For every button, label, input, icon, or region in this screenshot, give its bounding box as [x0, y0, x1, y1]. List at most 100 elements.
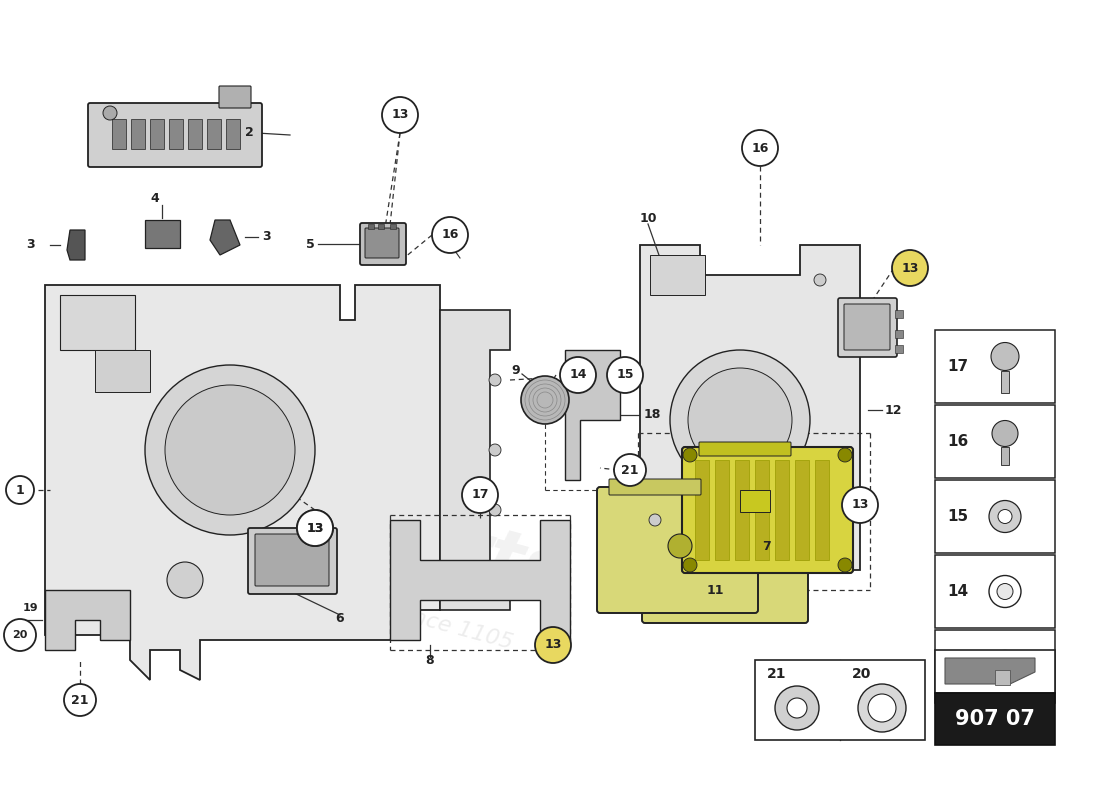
Text: 16: 16	[947, 434, 968, 449]
Polygon shape	[45, 590, 130, 650]
Text: a passion for parts since 1105: a passion for parts since 1105	[185, 547, 515, 653]
Text: 13: 13	[947, 659, 968, 674]
Text: 20: 20	[852, 667, 871, 681]
FancyBboxPatch shape	[844, 304, 890, 350]
Text: 13: 13	[392, 109, 409, 122]
Bar	[935, 405, 1055, 478]
Bar	[755, 460, 769, 560]
Text: 19: 19	[22, 603, 37, 613]
Bar	[169, 119, 183, 149]
Text: 3: 3	[262, 230, 271, 243]
Bar	[935, 330, 1055, 403]
FancyBboxPatch shape	[597, 487, 758, 613]
Circle shape	[4, 619, 36, 651]
Text: 18: 18	[644, 409, 661, 422]
Circle shape	[535, 627, 571, 663]
Polygon shape	[45, 285, 440, 680]
Text: 21: 21	[72, 694, 89, 706]
Text: 1: 1	[15, 483, 24, 497]
Text: 21: 21	[621, 463, 639, 477]
Text: 16: 16	[441, 229, 459, 242]
Circle shape	[742, 130, 778, 166]
Bar	[935, 650, 1055, 693]
Bar	[935, 555, 1055, 628]
Text: 2: 2	[245, 126, 254, 138]
Polygon shape	[996, 670, 1010, 685]
Circle shape	[649, 514, 661, 526]
FancyBboxPatch shape	[642, 487, 808, 623]
FancyBboxPatch shape	[365, 228, 399, 258]
Polygon shape	[67, 230, 85, 260]
Bar	[131, 119, 145, 149]
Circle shape	[997, 583, 1013, 599]
Text: 13: 13	[544, 638, 562, 651]
Bar	[207, 119, 221, 149]
FancyBboxPatch shape	[219, 86, 251, 108]
Bar	[145, 220, 180, 248]
FancyBboxPatch shape	[838, 298, 896, 357]
Bar	[895, 330, 903, 338]
Polygon shape	[640, 245, 860, 600]
Text: 13: 13	[851, 498, 869, 511]
FancyBboxPatch shape	[255, 534, 329, 586]
Circle shape	[607, 357, 644, 393]
Text: 15: 15	[616, 369, 634, 382]
Text: 7: 7	[762, 539, 771, 553]
Text: eurosparts: eurosparts	[128, 430, 572, 610]
Text: 13: 13	[306, 522, 323, 534]
Bar	[695, 460, 710, 560]
Text: 6: 6	[336, 611, 344, 625]
Text: 11: 11	[706, 583, 724, 597]
Polygon shape	[390, 520, 570, 640]
FancyBboxPatch shape	[698, 442, 791, 456]
Bar	[740, 490, 770, 512]
Bar	[755, 660, 925, 740]
Circle shape	[774, 514, 786, 526]
Bar	[112, 119, 126, 149]
Bar	[815, 460, 829, 560]
Bar	[95, 350, 150, 392]
Circle shape	[998, 510, 1012, 523]
Bar	[390, 224, 396, 229]
Text: 10: 10	[639, 211, 657, 225]
Text: 907 07: 907 07	[955, 710, 1035, 730]
Circle shape	[560, 357, 596, 393]
Text: 13: 13	[306, 522, 323, 534]
Circle shape	[103, 106, 117, 120]
Circle shape	[614, 454, 646, 486]
Circle shape	[382, 97, 418, 133]
Circle shape	[786, 698, 807, 718]
Text: 8: 8	[426, 654, 434, 666]
Circle shape	[683, 448, 697, 462]
Bar	[650, 255, 705, 295]
Bar	[935, 630, 1055, 703]
Circle shape	[992, 421, 1018, 446]
Text: 14: 14	[947, 584, 968, 599]
Circle shape	[145, 365, 315, 535]
Circle shape	[814, 274, 826, 286]
Text: 14: 14	[570, 369, 586, 382]
Polygon shape	[565, 350, 620, 480]
Text: 9: 9	[512, 363, 520, 377]
Circle shape	[167, 562, 204, 598]
Polygon shape	[440, 310, 510, 610]
Circle shape	[490, 444, 500, 456]
Bar	[226, 119, 240, 149]
Circle shape	[838, 558, 853, 572]
FancyBboxPatch shape	[609, 479, 701, 495]
Bar	[776, 460, 789, 560]
Circle shape	[838, 448, 853, 462]
Bar	[715, 460, 729, 560]
Circle shape	[297, 510, 333, 546]
Circle shape	[668, 534, 692, 558]
Polygon shape	[210, 220, 240, 255]
Bar	[935, 480, 1055, 553]
Circle shape	[462, 477, 498, 513]
FancyBboxPatch shape	[248, 528, 337, 594]
FancyBboxPatch shape	[360, 223, 406, 265]
Text: 21: 21	[767, 667, 786, 681]
Text: 17: 17	[471, 489, 488, 502]
Bar	[1001, 370, 1009, 393]
Text: 16: 16	[751, 142, 769, 154]
Circle shape	[991, 342, 1019, 370]
